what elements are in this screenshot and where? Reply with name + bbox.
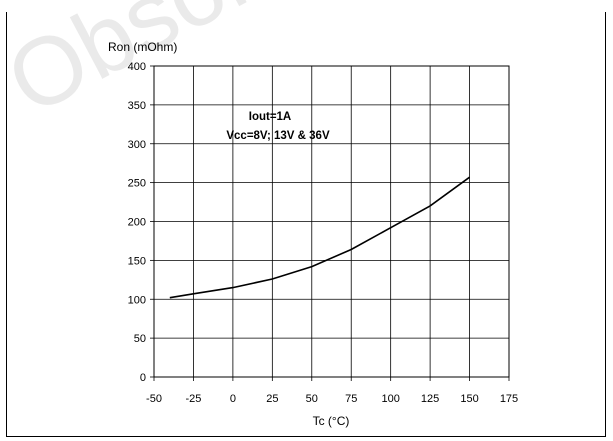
y-tick-label: 350 [128,100,146,112]
y-axis-label: Ron (mOhm) [108,40,177,54]
x-tick-label: 50 [306,393,318,405]
x-axis-label: Tc (°C) [313,414,350,428]
x-tick-label: 175 [500,393,518,405]
x-tick-labels: -50 -25 0 25 50 75 100 125 150 175 [146,393,518,405]
y-tick-label: 100 [128,294,146,306]
y-tick-label: 150 [128,255,146,267]
plot-area [153,65,510,378]
y-tick-label: 0 [140,372,146,384]
y-tick-label: 50 [134,333,146,345]
annotation-line-2: Vcc=8V; 13V & 36V [226,130,330,142]
annotation-line-1: Iout=1A [249,111,292,123]
y-tick-label: 250 [128,178,146,190]
y-tick-labels: 0 50 100 150 200 250 300 350 400 [128,61,146,384]
x-tick-label: 25 [266,393,278,405]
x-tick-label: 75 [345,393,357,405]
x-tick-label: -50 [146,393,162,405]
y-tick-label: 200 [128,217,146,229]
x-tick-label: 125 [421,393,439,405]
series-line [169,176,471,299]
grid-lines [150,65,510,381]
x-tick-label: -25 [185,393,201,405]
figure-frame [6,12,606,437]
x-tick-label: 150 [460,393,478,405]
y-tick-label: 300 [128,139,146,151]
x-tick-label: 0 [230,393,236,405]
x-tick-label: 100 [381,393,399,405]
y-tick-label: 400 [128,61,146,73]
